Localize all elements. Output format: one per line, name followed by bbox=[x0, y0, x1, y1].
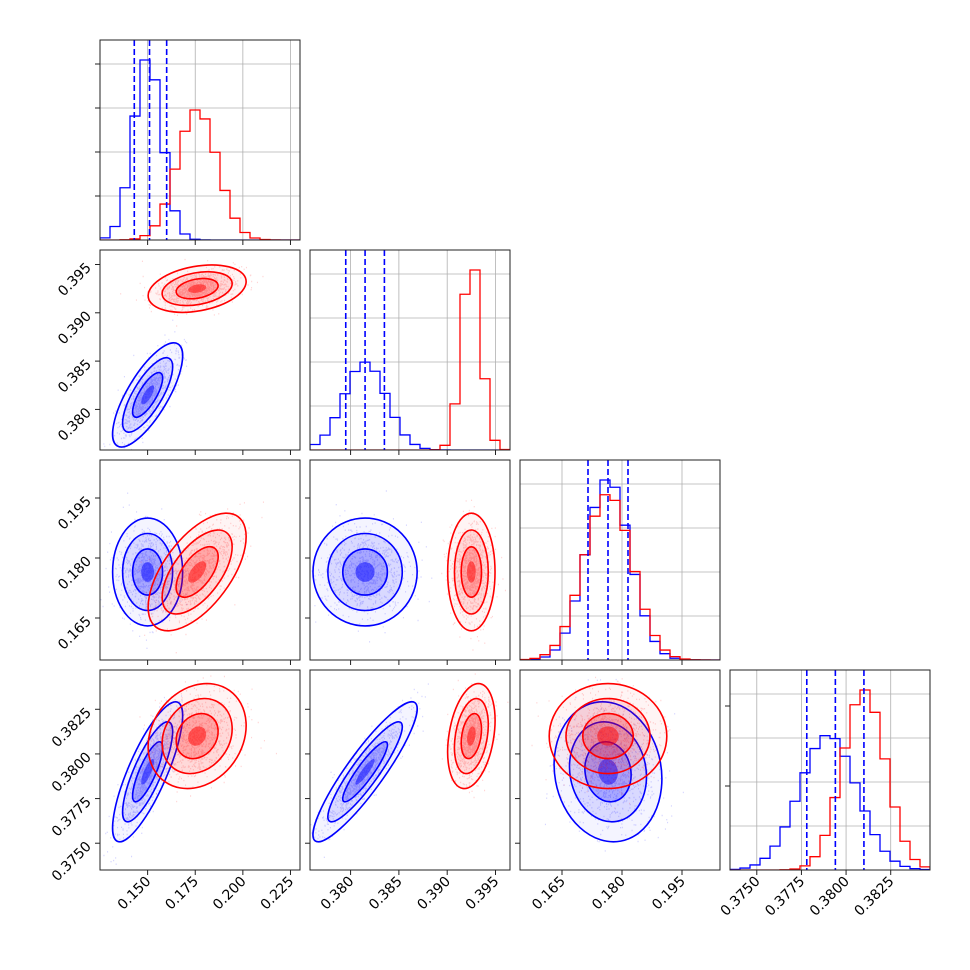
x-tick-label: 0.3800 bbox=[807, 874, 853, 920]
panel-2-1 bbox=[305, 459, 511, 665]
contour-sample_b bbox=[467, 726, 476, 746]
histogram-sample_a bbox=[730, 735, 930, 870]
panel-plot-area bbox=[531, 676, 684, 852]
panel-frame bbox=[99, 249, 301, 451]
y-tick-label: 0.390 bbox=[55, 308, 95, 348]
contour-sample_b bbox=[188, 726, 207, 746]
histogram-sample_b bbox=[520, 494, 720, 660]
panel-plot-area bbox=[310, 673, 509, 858]
panel-2-0: 0.165 0.180 0.195 bbox=[55, 459, 301, 665]
y-tick-label: 0.165 bbox=[55, 614, 95, 654]
histogram-sample_b bbox=[730, 689, 930, 870]
y-tick-label: 0.395 bbox=[55, 260, 95, 300]
panel-1-1 bbox=[309, 249, 511, 455]
panel-plot-area bbox=[520, 460, 720, 660]
panel-3-2: 0.165 0.180 0.195 bbox=[515, 669, 721, 914]
y-tick-label: 0.385 bbox=[55, 357, 95, 397]
contour-sample_a bbox=[141, 562, 155, 582]
x-tick-label: 0.385 bbox=[366, 874, 406, 914]
x-tick-label: 0.195 bbox=[649, 874, 689, 914]
panel-0-0 bbox=[95, 39, 301, 245]
panel-frame bbox=[99, 669, 301, 871]
panel-frame bbox=[99, 39, 301, 241]
x-tick-label: 0.150 bbox=[115, 874, 155, 914]
x-tick-label: 0.225 bbox=[258, 874, 298, 914]
panel-3-1: 0.380 0.385 0.390 0.395 bbox=[305, 669, 511, 914]
contour-sample_a bbox=[355, 562, 375, 582]
contour-sample_b bbox=[597, 726, 619, 746]
contour-sample_b bbox=[467, 561, 476, 583]
panel-3-0: 0.150 0.175 0.200 0.225 0.37500.37750.38000.… bbox=[49, 669, 301, 914]
x-tick-label: 0.200 bbox=[210, 874, 250, 914]
x-tick-label: 0.3750 bbox=[718, 874, 764, 920]
panel-2-2 bbox=[519, 459, 721, 665]
x-tick-label: 0.395 bbox=[463, 874, 503, 914]
panel-frame bbox=[519, 669, 721, 871]
y-tick-label: 0.180 bbox=[55, 554, 95, 594]
panel-plot-area bbox=[103, 258, 264, 450]
histogram-sample_a bbox=[100, 59, 300, 240]
y-tick-label: 0.3750 bbox=[49, 839, 95, 885]
y-tick-label: 0.380 bbox=[55, 405, 95, 445]
x-tick-label: 0.3825 bbox=[852, 874, 898, 920]
panel-frame bbox=[309, 249, 511, 451]
panel-frame bbox=[309, 669, 511, 871]
panel-plot-area bbox=[100, 40, 300, 240]
y-tick-label: 0.195 bbox=[55, 494, 95, 534]
x-tick-label: 0.390 bbox=[414, 874, 454, 914]
x-tick-label: 0.165 bbox=[529, 874, 569, 914]
contour-sample_a bbox=[598, 758, 618, 785]
panel-plot-area bbox=[103, 675, 277, 865]
contour-sample_b bbox=[188, 284, 207, 293]
panel-frame bbox=[519, 459, 721, 661]
panel-frame bbox=[99, 459, 301, 661]
contour-sample_a bbox=[141, 385, 155, 405]
y-tick-label: 0.3775 bbox=[49, 794, 95, 840]
panel-plot-area bbox=[310, 250, 510, 450]
corner-panels: 0.3800.3850.3900.3950.1650.1800.1950.150… bbox=[49, 39, 931, 920]
y-tick-label: 0.3800 bbox=[49, 749, 95, 795]
x-tick-label: 0.380 bbox=[318, 874, 358, 914]
histogram-sample_b bbox=[310, 269, 510, 450]
x-tick-label: 0.180 bbox=[589, 874, 629, 914]
contour-sample_b bbox=[188, 561, 207, 583]
panel-plot-area bbox=[100, 492, 264, 654]
panel-frame bbox=[309, 459, 511, 661]
panel-plot-area bbox=[730, 670, 930, 870]
x-tick-label: 0.3775 bbox=[762, 874, 808, 920]
y-tick-label: 0.3825 bbox=[49, 705, 95, 751]
panel-plot-area bbox=[311, 490, 506, 651]
panel-frame bbox=[729, 669, 931, 871]
contour-sample_a bbox=[355, 758, 375, 785]
panel-1-0: 0.380 0.385 0.390 0.395 bbox=[55, 249, 301, 455]
x-tick-label: 0.175 bbox=[162, 874, 202, 914]
